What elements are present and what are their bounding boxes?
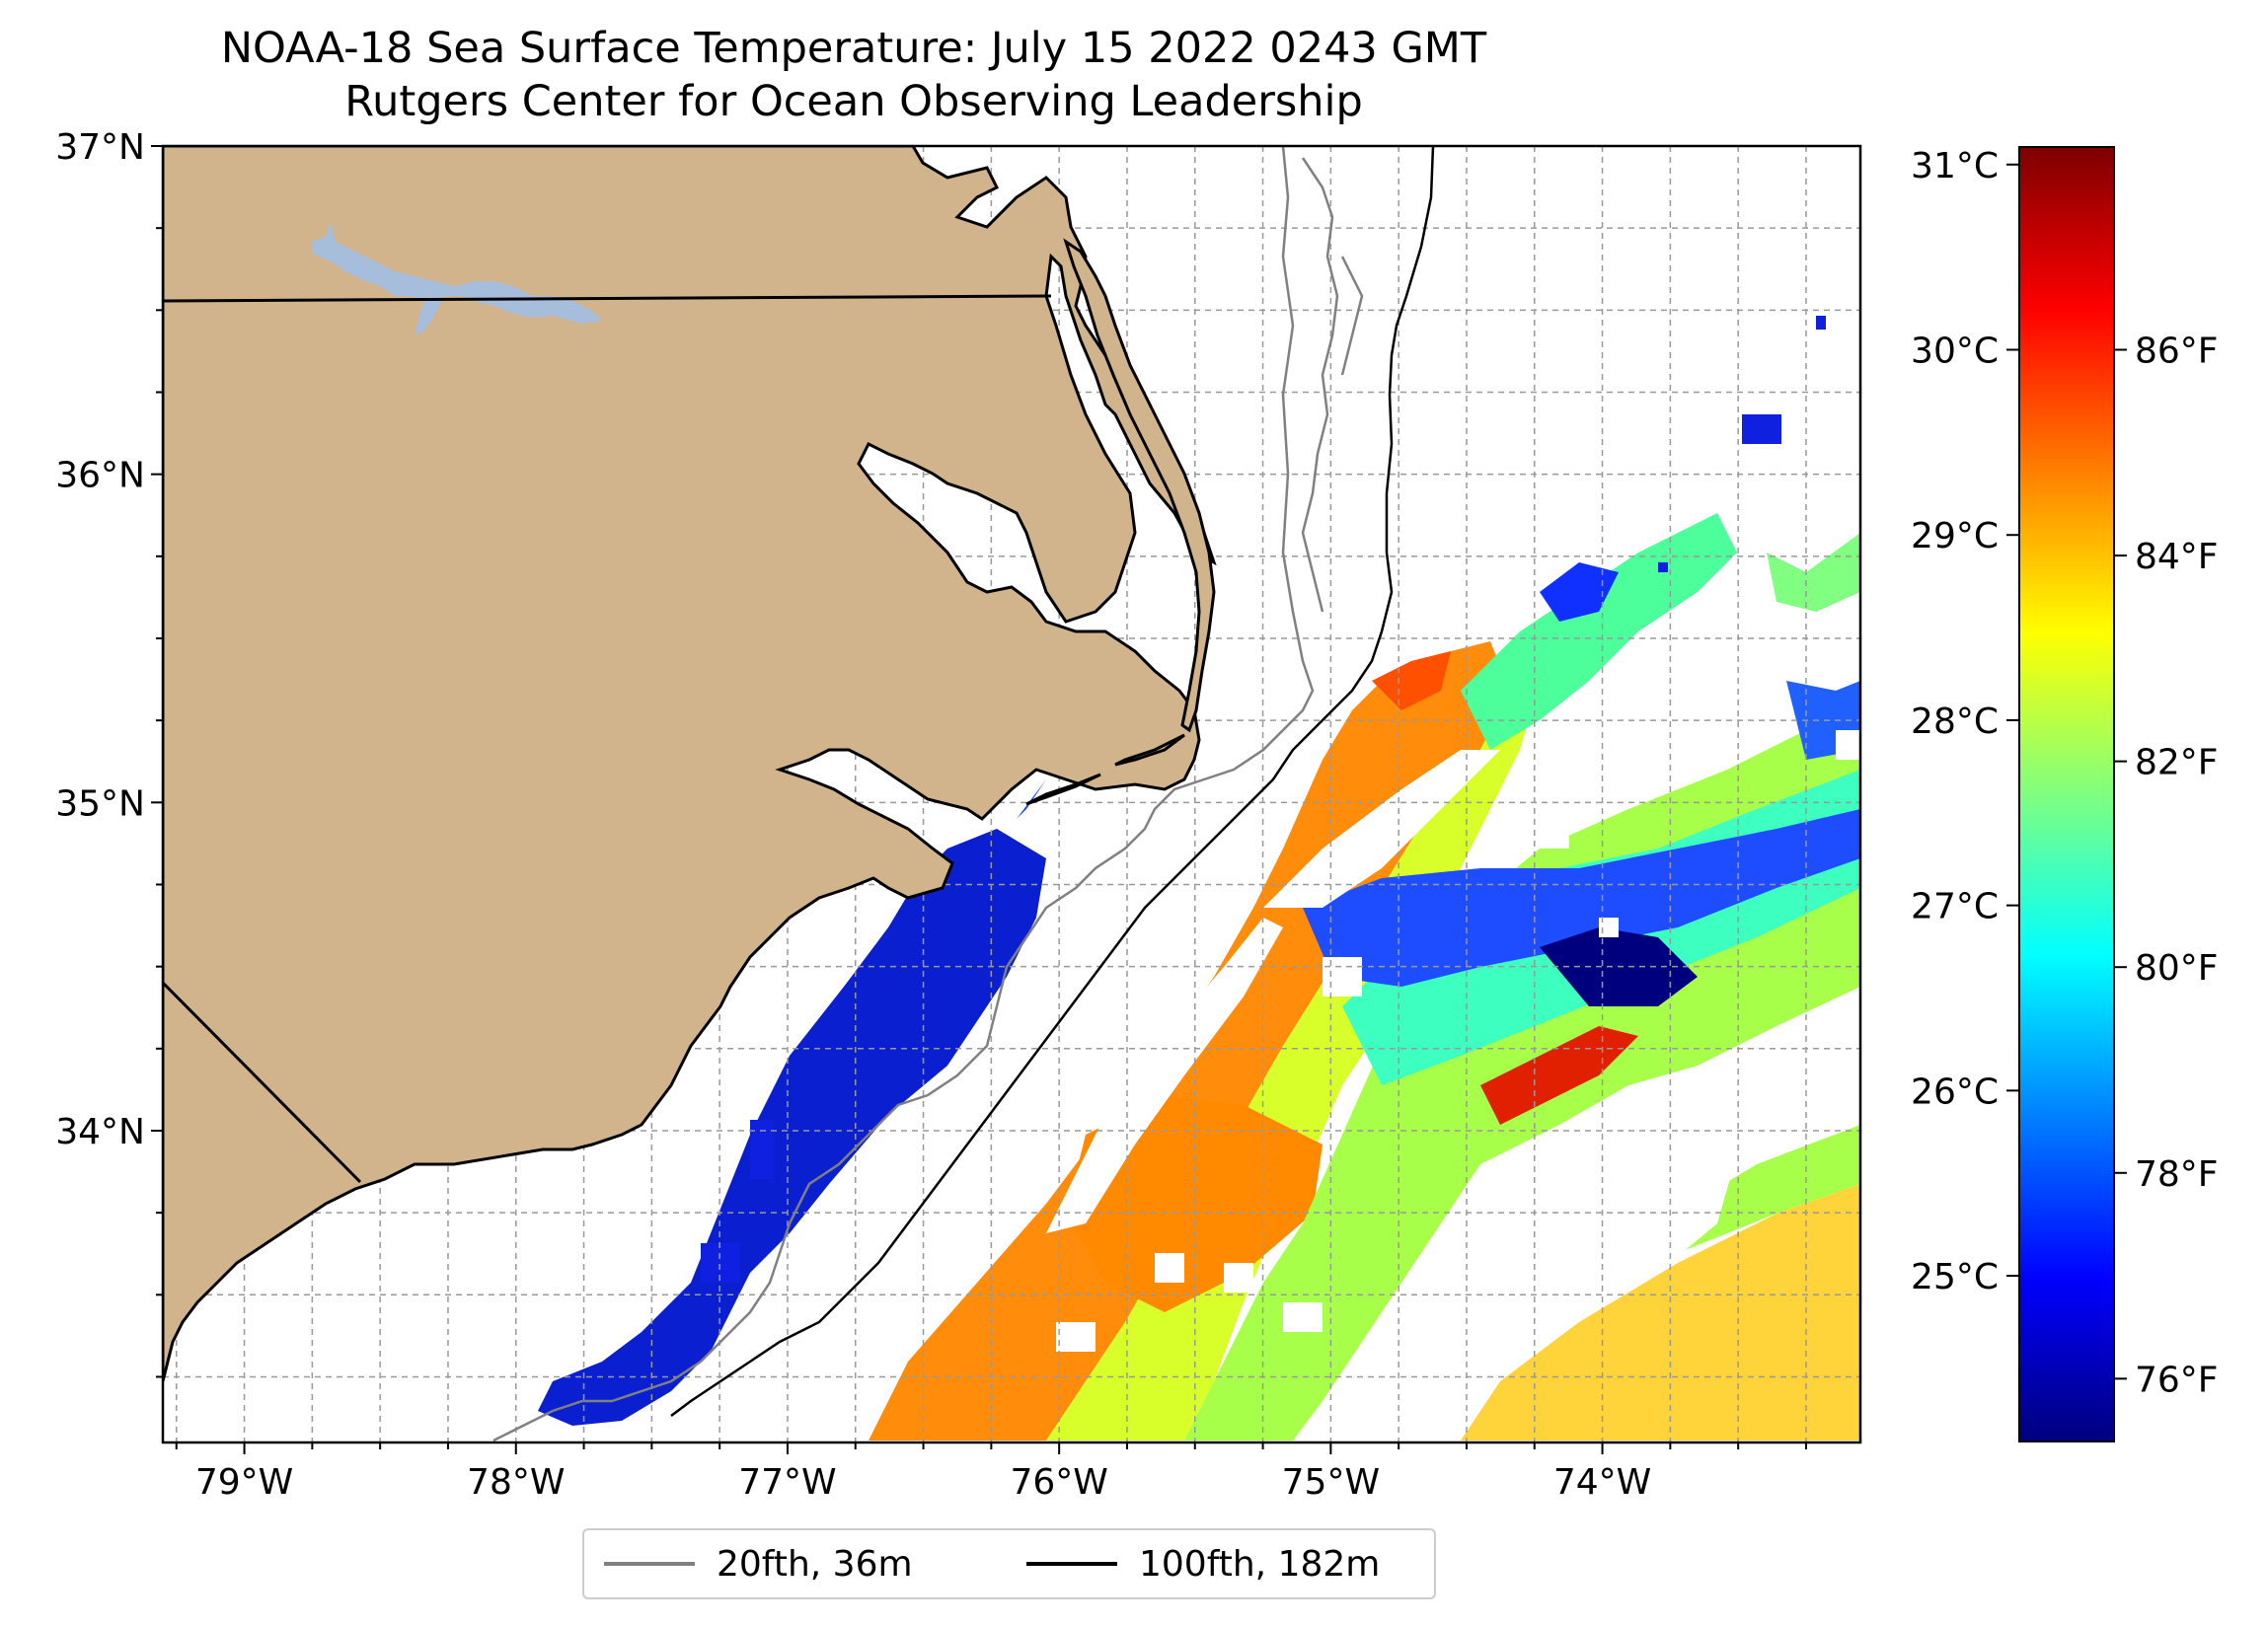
lon-tick-label: 76°W (1010, 1462, 1107, 1503)
isobath-20fth (492, 146, 1315, 1442)
sst-ne-patch (1767, 533, 1860, 612)
sst-north-blue (1540, 562, 1619, 622)
sst-cool-coastal (538, 829, 1046, 1426)
map-subtitle: Rutgers Center for Ocean Observing Leade… (344, 77, 1363, 126)
fahrenheit-tick-label: 76°F (2135, 1360, 2219, 1400)
sst-red-ne (1372, 651, 1451, 710)
celsius-tick-label: 28°C (1911, 702, 1999, 742)
lat-tick-label: 34°N (55, 1112, 145, 1152)
celsius-tick-label: 25°C (1911, 1257, 1999, 1297)
map-title: NOAA-18 Sea Surface Temperature: July 15… (220, 24, 1487, 73)
land-north-carolina (163, 146, 1217, 1382)
isobath-20fth-shoals (1301, 157, 1364, 613)
lon-tick-label: 78°W (467, 1462, 565, 1503)
lat-tick-label: 37°N (55, 127, 145, 168)
outer-banks-south (1025, 733, 1185, 806)
legend-line-black (1026, 1562, 1117, 1566)
outer-banks (1063, 238, 1216, 733)
sst-red-streaks (1480, 1026, 1638, 1125)
map-frame (161, 144, 1862, 1444)
colorbar-ticks: 31°C 30°C 29°C 28°C 27°C 26°C 25°C 86°F 84°F 82°F… (1911, 146, 2218, 1401)
fahrenheit-tick-label: 82°F (2135, 743, 2219, 783)
lon-tick-label: 77°W (738, 1462, 836, 1503)
isobath-100fth (670, 146, 1435, 1417)
legend-item-100fth: 100fth, 182m (1026, 1530, 1380, 1597)
legend-label-20fth: 20fth, 36m (717, 1543, 913, 1585)
legend-item-20fth: 20fth, 36m (604, 1530, 913, 1597)
sst-cool-offshore (1303, 809, 1860, 987)
fahrenheit-tick-label: 84°F (2135, 537, 2219, 577)
lon-tick-label: 79°W (195, 1462, 293, 1503)
axis-ticks (151, 145, 1807, 1454)
legend-line-gray (604, 1562, 695, 1566)
axis-labels: 79°W 78°W 77°W 76°W 75°W 74°W 37°N 36°N 35°N 34°N (55, 127, 1651, 1503)
sst-nearshore-pixels (600, 316, 1826, 1283)
state-border-va-nc (163, 294, 1052, 303)
lon-tick-label: 75°W (1282, 1462, 1380, 1503)
legend-label-100fth: 100fth, 182m (1139, 1543, 1381, 1585)
celsius-tick-label: 26°C (1911, 1072, 1999, 1112)
lake-kerr (311, 222, 602, 335)
celsius-tick-label: 29°C (1911, 516, 1999, 556)
temperature-colorbar (2018, 146, 2115, 1442)
lat-tick-label: 35°N (55, 783, 145, 824)
celsius-tick-label: 27°C (1911, 887, 1999, 927)
lon-tick-label: 74°W (1553, 1462, 1651, 1503)
cloud-gaps (1046, 730, 1860, 1362)
fahrenheit-tick-label: 78°F (2135, 1154, 2219, 1195)
isobath-legend: 20fth, 36m 100fth, 182m (582, 1528, 1436, 1599)
fahrenheit-tick-label: 80°F (2135, 948, 2219, 989)
celsius-tick-label: 31°C (1911, 146, 1999, 186)
celsius-tick-label: 30°C (1911, 331, 1999, 371)
state-border-nc-sc (163, 981, 362, 1184)
lat-tick-label: 36°N (55, 456, 145, 496)
fahrenheit-tick-label: 86°F (2135, 331, 2219, 371)
